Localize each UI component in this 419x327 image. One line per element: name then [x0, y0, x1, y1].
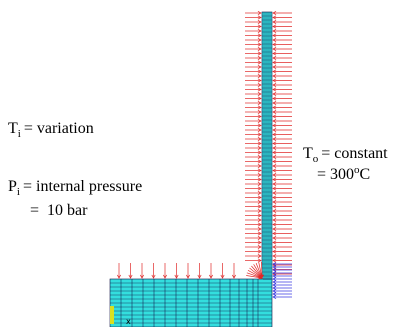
subscript: i: [17, 186, 20, 198]
pipe-wall: [262, 12, 272, 280]
support-marker: [110, 306, 114, 324]
internal-pressure-label: Pi= internal pressure: [8, 178, 142, 198]
text: = variation: [24, 120, 94, 137]
inner-temperature-label: Ti= variation: [8, 120, 94, 140]
text: = constant: [321, 145, 388, 162]
fea-figure: Ti= variation Pi= internal pressure = 10…: [0, 0, 419, 327]
text: = internal pressure: [23, 178, 142, 195]
outer-temperature-value: = 300oC: [317, 164, 370, 183]
internal-pressure-value: = 10 bar: [30, 202, 88, 219]
unit: C: [360, 166, 371, 183]
subscript: i: [18, 128, 21, 140]
subscript: o: [313, 153, 319, 165]
axis-label: x: [126, 317, 131, 326]
symbol: T: [303, 145, 313, 162]
symbol: P: [8, 178, 17, 195]
mesh: [110, 12, 272, 327]
symbol: T: [8, 120, 18, 137]
outer-temperature-label: To= constant: [303, 145, 388, 165]
value: = 300: [317, 166, 354, 183]
